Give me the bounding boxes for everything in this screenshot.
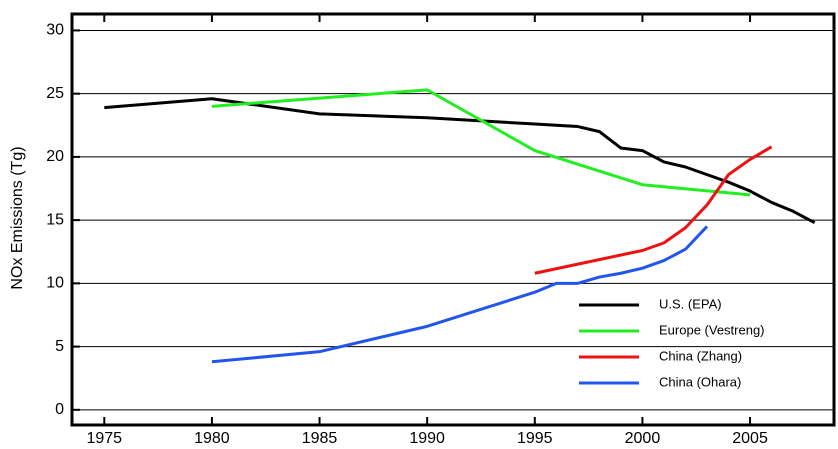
line-series: [534, 145, 773, 275]
x-tick-label: 2000: [625, 430, 661, 447]
y-tick-label: 15: [46, 211, 64, 228]
x-tick-label: 1990: [409, 430, 445, 447]
y-tick-label: 5: [55, 338, 64, 355]
x-tick-label: 1980: [194, 430, 230, 447]
legend-label: Europe (Vestreng): [659, 322, 765, 337]
x-tick-label: 1995: [517, 430, 553, 447]
y-tick-label: 20: [46, 148, 64, 165]
x-tick-label: 2005: [732, 430, 768, 447]
line-series: [211, 88, 751, 197]
legend-label: U.S. (EPA): [659, 296, 722, 311]
y-tick-label: 30: [46, 22, 64, 39]
y-tick-label: 10: [46, 275, 64, 292]
y-tick-label: 25: [46, 85, 64, 102]
legend-label: China (Ohara): [659, 374, 741, 389]
line-series: [211, 225, 709, 364]
plot-frame: [70, 12, 836, 427]
x-tick-label: 1985: [302, 430, 338, 447]
x-tick-label: 1975: [86, 430, 122, 447]
legend-label: China (Zhang): [659, 348, 742, 363]
y-axis-label: NOx Emissions (Tg): [9, 146, 26, 289]
y-tick-label: 0: [55, 401, 64, 418]
line-series: [104, 97, 816, 224]
